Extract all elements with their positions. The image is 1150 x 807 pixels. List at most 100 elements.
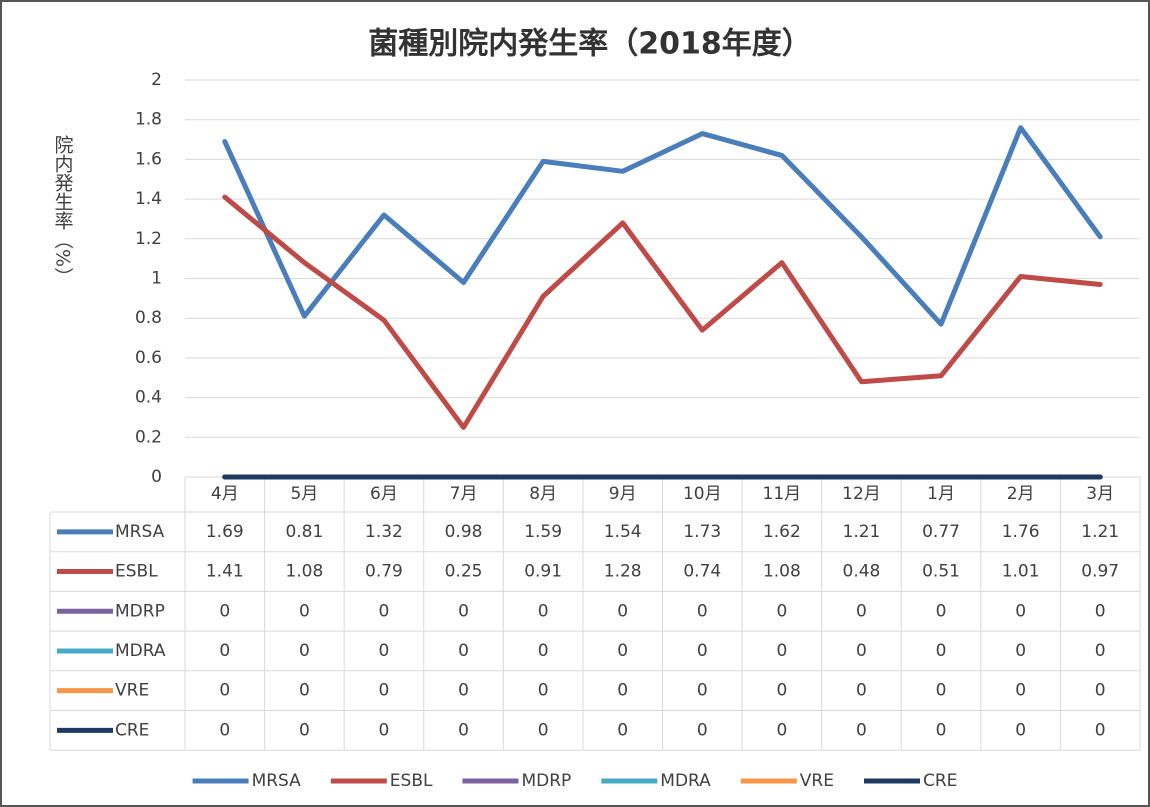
table-value: 0 (856, 681, 867, 701)
table-value: 0 (776, 601, 787, 621)
table-value: 0 (379, 641, 390, 661)
table-value: 0 (697, 601, 708, 621)
table-value: 0.51 (922, 562, 960, 582)
table-series-name: MRSA (115, 522, 165, 542)
table-value: 0 (219, 681, 230, 701)
legend-label: CRE (923, 771, 957, 791)
y-axis-label: 院内発生率（%） (52, 135, 74, 286)
table-value: 1.28 (604, 562, 642, 582)
table-value: 0 (458, 601, 469, 621)
y-tick-label: 0.4 (135, 388, 162, 408)
x-tick-label: 10月 (683, 484, 722, 504)
table-value: 0.25 (445, 562, 483, 582)
x-tick-label: 6月 (370, 484, 398, 504)
y-tick-label: 0.8 (135, 308, 162, 328)
x-tick-label: 3月 (1086, 484, 1114, 504)
legend-label: VRE (800, 771, 834, 791)
table-value: 0 (219, 601, 230, 621)
table-value: 0 (617, 720, 628, 740)
table-value: 0.74 (683, 562, 721, 582)
table-value: 0 (379, 720, 390, 740)
table-value: 1.08 (285, 562, 323, 582)
table-value: 1.01 (1002, 562, 1040, 582)
table-value: 1.62 (763, 522, 801, 542)
table-series-name: CRE (115, 720, 149, 740)
table-value: 0 (936, 641, 947, 661)
table-value: 0 (1095, 720, 1106, 740)
table-value: 0 (458, 720, 469, 740)
table-value: 0 (538, 720, 549, 740)
table-series-name: VRE (115, 681, 149, 701)
table-value: 0.48 (843, 562, 881, 582)
table-value: 0 (538, 681, 549, 701)
table-value: 0 (1095, 681, 1106, 701)
table-value: 0 (776, 681, 787, 701)
y-tick-label: 1.4 (135, 189, 162, 209)
table-value: 0.98 (445, 522, 483, 542)
x-tick-label: 12月 (842, 484, 881, 504)
table-value: 0 (856, 720, 867, 740)
table-value: 1.73 (683, 522, 721, 542)
table-value: 1.21 (843, 522, 881, 542)
table-value: 0 (697, 681, 708, 701)
table-value: 0 (617, 641, 628, 661)
table-value: 1.32 (365, 522, 403, 542)
table-value: 0 (1015, 641, 1026, 661)
table-value: 1.41 (206, 562, 244, 582)
table-value: 0 (1015, 720, 1026, 740)
table-value: 0 (219, 641, 230, 661)
table-value: 0 (458, 641, 469, 661)
table-value: 0 (379, 681, 390, 701)
table-value: 1.08 (763, 562, 801, 582)
table-value: 0 (617, 601, 628, 621)
table-value: 0 (538, 641, 549, 661)
x-tick-label: 2月 (1007, 484, 1035, 504)
y-tick-label: 0.2 (135, 427, 162, 447)
legend-label: MDRA (660, 771, 711, 791)
table-value: 0 (617, 681, 628, 701)
table-value: 0 (1095, 641, 1106, 661)
x-tick-label: 5月 (290, 484, 318, 504)
y-tick-label: 1.2 (135, 229, 162, 249)
table-series-name: MDRP (115, 601, 165, 621)
table-value: 1.59 (524, 522, 562, 542)
x-tick-label: 11月 (763, 484, 802, 504)
table-value: 0 (936, 720, 947, 740)
table-value: 0 (299, 641, 310, 661)
y-tick-label: 0.6 (135, 348, 162, 368)
legend-label: MDRP (521, 771, 571, 791)
table-value: 0 (1095, 601, 1106, 621)
table-value: 0 (538, 601, 549, 621)
table-value: 0 (1015, 681, 1026, 701)
table-value: 0 (1015, 601, 1026, 621)
y-tick-label: 0 (151, 467, 162, 487)
table-value: 0.91 (524, 562, 562, 582)
table-value: 1.76 (1002, 522, 1040, 542)
table-value: 0 (856, 641, 867, 661)
legend-label: ESBL (390, 771, 433, 791)
table-value: 0 (299, 681, 310, 701)
table-value: 0 (697, 641, 708, 661)
legend-label: MRSA (252, 771, 302, 791)
x-tick-label: 9月 (609, 484, 637, 504)
x-tick-label: 8月 (529, 484, 557, 504)
table-value: 0 (776, 641, 787, 661)
series-line (222, 125, 1103, 327)
table-value: 0.97 (1081, 562, 1119, 582)
y-tick-label: 1.8 (135, 110, 162, 130)
table-value: 0 (299, 601, 310, 621)
series-line (222, 194, 1103, 430)
table-value: 0.81 (285, 522, 323, 542)
table-value: 0 (776, 720, 787, 740)
table-value: 0.77 (922, 522, 960, 542)
table-value: 0 (936, 601, 947, 621)
table-value: 1.69 (206, 522, 244, 542)
table-series-name: MDRA (115, 641, 166, 661)
y-tick-label: 2 (151, 70, 162, 90)
table-value: 0 (856, 601, 867, 621)
table-value: 0 (299, 720, 310, 740)
table-value: 0 (697, 720, 708, 740)
table-value: 0 (379, 601, 390, 621)
x-tick-label: 7月 (450, 484, 478, 504)
